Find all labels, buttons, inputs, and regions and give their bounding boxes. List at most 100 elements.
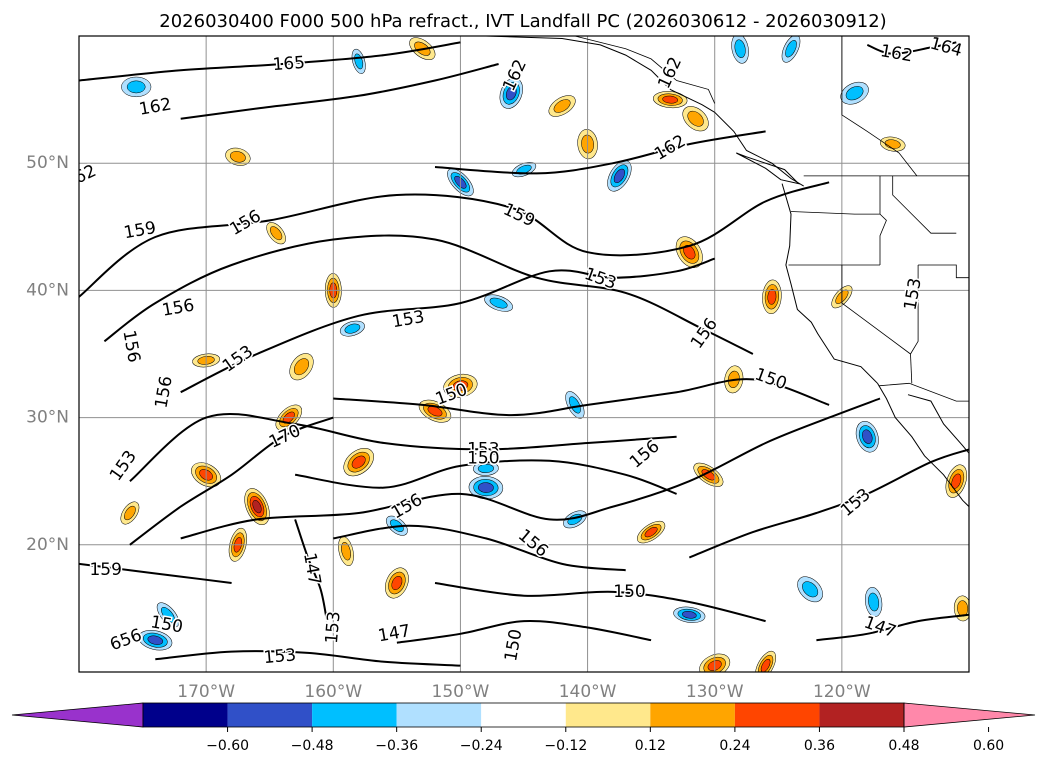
colorbar-segment bbox=[143, 703, 228, 727]
coastlines bbox=[485, 36, 969, 508]
colorbar-tick-label: 0.36 bbox=[804, 738, 835, 754]
map-background bbox=[79, 36, 969, 672]
contour-line bbox=[79, 562, 232, 584]
anomaly-patch bbox=[391, 575, 403, 591]
anomaly-patch bbox=[687, 110, 704, 127]
contour-label: 153 bbox=[263, 645, 297, 668]
anomaly-patch bbox=[845, 86, 864, 101]
contour-label: 159 bbox=[89, 560, 121, 580]
coastline bbox=[877, 383, 969, 508]
anomaly-patch bbox=[229, 151, 246, 163]
contour-line bbox=[79, 181, 830, 298]
anomaly-patch bbox=[553, 99, 571, 113]
anomaly-patch bbox=[734, 39, 746, 58]
anomaly-patch bbox=[682, 611, 697, 619]
latitude-tick-label: 50°N bbox=[26, 153, 69, 173]
colorbar-segment bbox=[650, 703, 735, 727]
anomaly-patch bbox=[683, 245, 696, 260]
colorbar-tick-label: −0.48 bbox=[291, 738, 334, 754]
contour-line bbox=[103, 234, 754, 355]
anomaly-patch bbox=[478, 482, 494, 493]
longitude-tick-label: 130°W bbox=[686, 682, 744, 702]
contour-line bbox=[333, 524, 626, 572]
colorbar-segment bbox=[565, 703, 651, 727]
colorbar-segment bbox=[481, 703, 566, 727]
colorbar-extend-low bbox=[11, 702, 144, 728]
anomaly-patch bbox=[124, 505, 136, 521]
anomaly-patch bbox=[293, 358, 310, 376]
contour-line bbox=[434, 130, 766, 175]
anomaly-patch bbox=[126, 80, 146, 94]
contour-line bbox=[180, 397, 881, 540]
anomaly-patch bbox=[147, 635, 164, 645]
anomaly-patch bbox=[862, 429, 873, 444]
colorbar-tick-label: −0.60 bbox=[206, 738, 249, 754]
colorbar-segment bbox=[819, 703, 904, 727]
longitude-tick-label: 170°W bbox=[177, 682, 235, 702]
contour-label: 165 bbox=[272, 53, 306, 75]
colorbar-extend-high bbox=[903, 702, 1036, 728]
colorbar-segment bbox=[734, 703, 820, 727]
anomaly-patch bbox=[252, 500, 262, 514]
anomaly-patch bbox=[868, 592, 880, 612]
anomaly-patch bbox=[785, 40, 797, 58]
latitude-tick-label: 30°N bbox=[26, 408, 69, 428]
coastline bbox=[907, 394, 969, 482]
latitude-ticks: 20°N 30°N 40°N 50°N bbox=[26, 153, 69, 555]
contour-label: 153 bbox=[322, 610, 345, 644]
border-line bbox=[790, 211, 880, 215]
border-line bbox=[892, 175, 957, 234]
colorbar-segment bbox=[312, 703, 397, 727]
contour-line bbox=[396, 619, 652, 644]
anomaly-patch bbox=[344, 323, 361, 334]
colorbar-tick-label: 0.24 bbox=[719, 738, 750, 754]
anomaly-patch bbox=[767, 288, 777, 305]
contour-line bbox=[333, 378, 830, 417]
anomaly-patch bbox=[505, 86, 517, 101]
colorbar-tick-label: −0.36 bbox=[375, 738, 418, 754]
anomaly-patch bbox=[161, 607, 175, 623]
gridlines bbox=[79, 36, 969, 672]
anomaly-patch bbox=[613, 168, 625, 184]
contour-line bbox=[129, 412, 677, 482]
longitude-tick-label: 160°W bbox=[304, 682, 362, 702]
coastline bbox=[781, 183, 878, 384]
border-line bbox=[910, 353, 913, 384]
longitude-tick-label: 140°W bbox=[559, 682, 617, 702]
anomaly-patch bbox=[802, 581, 819, 598]
border-line bbox=[910, 265, 919, 355]
border-line bbox=[878, 382, 969, 402]
anomaly-patch bbox=[341, 542, 351, 561]
anomaly-patch bbox=[269, 226, 283, 241]
contour-line bbox=[294, 459, 677, 495]
coastline bbox=[736, 152, 801, 185]
contour-label: 156 bbox=[118, 329, 143, 364]
contour-line bbox=[688, 448, 969, 559]
map-frame bbox=[78, 35, 970, 673]
colorbar: −0.60 −0.48 −0.36 −0.24 −0.12 0.12 0.24 0.36 0.4… bbox=[11, 702, 1036, 754]
contour-line bbox=[816, 613, 969, 642]
latitude-tick-label: 20°N bbox=[26, 535, 69, 555]
contour-label: 153 bbox=[467, 439, 499, 459]
contour-line bbox=[294, 519, 328, 622]
refractivity-contours bbox=[79, 41, 969, 667]
coastline bbox=[714, 111, 804, 187]
contour-label: 150 bbox=[613, 582, 645, 602]
colorbar-tick-label: 0.60 bbox=[973, 738, 1004, 754]
colorbar-segment bbox=[227, 703, 313, 727]
anomaly-patch bbox=[489, 297, 508, 309]
anomaly-patch bbox=[351, 455, 366, 469]
longitude-tick-label: 150°W bbox=[432, 682, 490, 702]
political-borders bbox=[574, 36, 969, 402]
border-line bbox=[879, 175, 887, 265]
colorbar-segment bbox=[396, 703, 482, 727]
colorbar-tick-label: −0.24 bbox=[460, 738, 503, 754]
coastline bbox=[485, 36, 715, 113]
longitude-ticks: 170°W 160°W 150°W 140°W 130°W 120°W bbox=[177, 682, 871, 702]
contour-line bbox=[79, 41, 461, 82]
colorbar-tick-label: 0.12 bbox=[635, 738, 666, 754]
latitude-tick-label: 40°N bbox=[26, 280, 69, 300]
colorbar-outline bbox=[142, 702, 905, 728]
